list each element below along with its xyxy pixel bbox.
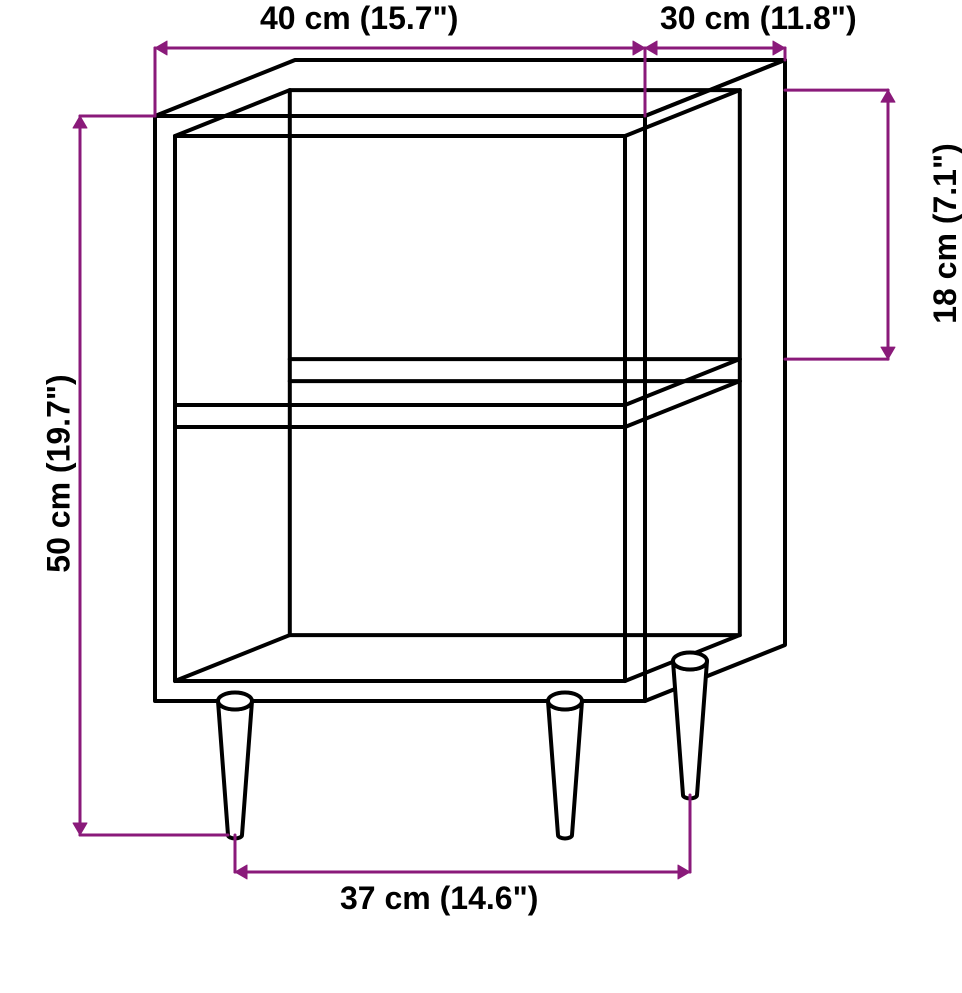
diagram-svg [0,0,962,993]
diagram-canvas: 40 cm (15.7") 30 cm (11.8") 50 cm (19.7"… [0,0,962,993]
label-depth: 30 cm (11.8") [660,0,857,37]
label-legs: 37 cm (14.6") [340,880,538,917]
label-height: 50 cm (19.7") [41,374,78,572]
label-shelf: 18 cm (7.1") [927,143,962,324]
label-width: 40 cm (15.7") [260,0,458,37]
